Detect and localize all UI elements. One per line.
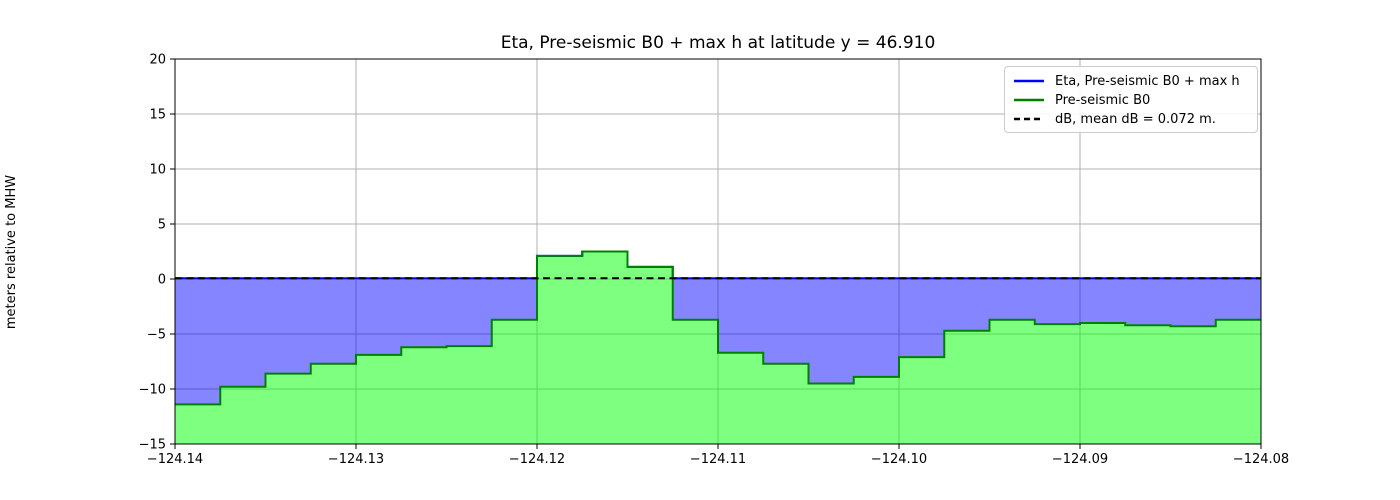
y-tick-label: 10 [149,163,166,178]
y-tick-label: −15 [139,438,166,453]
b0-line [175,250,1261,406]
y-axis-label: meters relative to MHW [4,174,19,330]
legend-label-b0: Pre-seismic B0 [1055,92,1151,108]
legend-label-db: dB, mean dB = 0.072 m. [1055,111,1216,127]
legend: Eta, Pre-seismic B0 + max h Pre-seismic … [1004,66,1258,133]
b0-line-swatch-icon [1014,98,1044,102]
chart-title: Eta, Pre-seismic B0 + max h at latitude … [500,33,936,53]
y-tick-label: −5 [147,328,166,343]
legend-entry-b0: Pre-seismic B0 [1013,91,1249,109]
db-dashed-swatch-icon [1014,117,1044,121]
x-tick-label: −124.10 [871,452,927,467]
legend-entry-eta: Eta, Pre-seismic B0 + max h [1013,72,1249,90]
x-tick-label: −124.13 [328,452,384,467]
eta-line-swatch-icon [1014,79,1044,83]
y-tick-label: 15 [149,108,166,123]
x-tick-label: −124.14 [147,452,203,467]
y-tick-label: 5 [158,218,166,233]
y-tick-label: 20 [149,53,166,68]
x-tick-label: −124.11 [690,452,746,467]
x-tick-label: −124.12 [509,452,565,467]
y-tick-label: 0 [158,273,166,288]
x-tick-label: −124.08 [1233,452,1289,467]
legend-entry-db: dB, mean dB = 0.072 m. [1013,110,1249,128]
x-tick-label: −124.09 [1052,452,1108,467]
legend-label-eta: Eta, Pre-seismic B0 + max h [1055,73,1240,89]
y-tick-label: −10 [139,383,166,398]
